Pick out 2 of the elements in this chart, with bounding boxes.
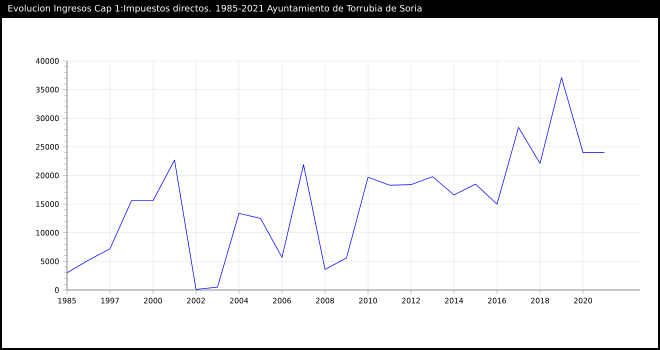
line-series — [66, 77, 605, 290]
chart-title: Evolucion Ingresos Cap 1:Impuestos directos. 1985-2021 Ayuntamiento de Torrubia de Soria — [8, 4, 422, 14]
